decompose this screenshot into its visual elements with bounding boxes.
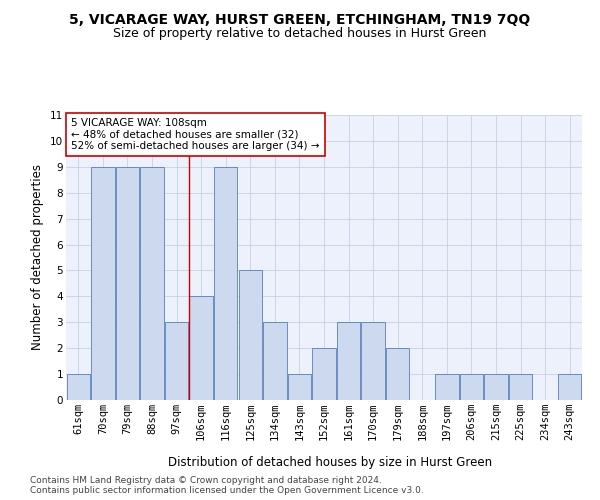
Text: 5, VICARAGE WAY, HURST GREEN, ETCHINGHAM, TN19 7QQ: 5, VICARAGE WAY, HURST GREEN, ETCHINGHAM… <box>70 12 530 26</box>
Bar <box>214 167 238 400</box>
Bar <box>116 167 139 400</box>
Bar <box>165 322 188 400</box>
Bar <box>337 322 360 400</box>
Text: 5 VICARAGE WAY: 108sqm
← 48% of detached houses are smaller (32)
52% of semi-det: 5 VICARAGE WAY: 108sqm ← 48% of detached… <box>71 118 320 151</box>
Bar <box>435 374 458 400</box>
Bar <box>239 270 262 400</box>
Bar <box>140 167 164 400</box>
Bar <box>386 348 409 400</box>
Bar <box>460 374 483 400</box>
Bar <box>313 348 335 400</box>
Bar <box>263 322 287 400</box>
Text: Contains public sector information licensed under the Open Government Licence v3: Contains public sector information licen… <box>30 486 424 495</box>
Bar <box>509 374 532 400</box>
Text: Distribution of detached houses by size in Hurst Green: Distribution of detached houses by size … <box>168 456 492 469</box>
Text: Size of property relative to detached houses in Hurst Green: Size of property relative to detached ho… <box>113 28 487 40</box>
Bar <box>288 374 311 400</box>
Text: Contains HM Land Registry data © Crown copyright and database right 2024.: Contains HM Land Registry data © Crown c… <box>30 476 382 485</box>
Bar <box>190 296 213 400</box>
Bar <box>484 374 508 400</box>
Y-axis label: Number of detached properties: Number of detached properties <box>31 164 44 350</box>
Bar <box>558 374 581 400</box>
Bar <box>91 167 115 400</box>
Bar <box>67 374 90 400</box>
Bar <box>361 322 385 400</box>
